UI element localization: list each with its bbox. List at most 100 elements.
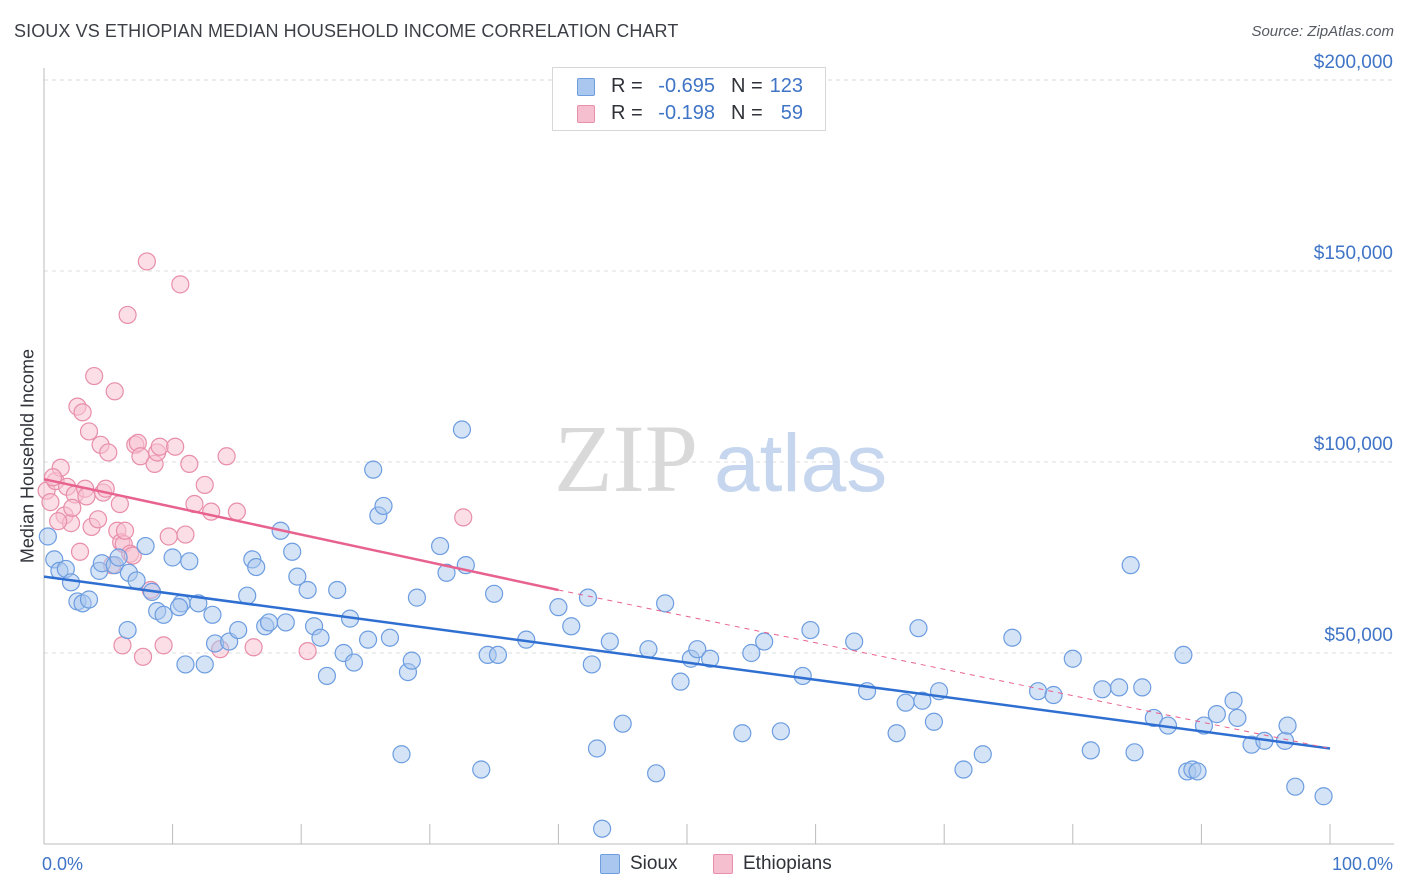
series-legend: Sioux Ethiopians (0, 853, 1406, 877)
sioux-point (1174, 645, 1193, 665)
sioux-point (639, 640, 658, 659)
ethiopians-point (105, 382, 124, 401)
sioux-point (38, 527, 57, 546)
sioux-point (485, 584, 504, 603)
ethiopians-point (118, 305, 137, 325)
sioux-point (1286, 777, 1305, 796)
sioux-point (203, 605, 222, 624)
ethiopians-trend-extension (558, 589, 1331, 749)
correlation-legend: R = -0.695 N = 123 R = -0.198 N = 59 (552, 67, 826, 131)
sioux-point (344, 653, 364, 672)
sioux-point (562, 617, 581, 636)
sioux-point (913, 691, 932, 710)
sioux-point (364, 460, 383, 479)
ethiopians-point (70, 542, 90, 561)
y-tick-label: $50,000 (1324, 625, 1393, 646)
source-label: Source: ZipAtlas.com (1251, 23, 1394, 40)
legend-label-sioux: Sioux (630, 853, 678, 874)
sioux-point (430, 536, 450, 556)
ethiopians-point (180, 454, 199, 474)
legend-swatch-ethiopians (577, 105, 595, 123)
sioux-point (1133, 678, 1152, 697)
sioux-point (195, 655, 214, 674)
sioux-point (909, 619, 928, 638)
sioux-point (380, 628, 400, 647)
sioux-point (1081, 741, 1100, 760)
legend-n-label: N = (731, 102, 763, 124)
sioux-point (407, 588, 427, 607)
sioux-point (613, 714, 632, 733)
sioux-trend-line (43, 575, 1331, 750)
x-tick-label-right: 100.0% (1332, 854, 1393, 874)
sioux-point (79, 590, 99, 609)
sioux-point (845, 632, 864, 651)
sioux-point (656, 594, 675, 613)
ethiopians-point (113, 636, 132, 655)
ethiopians-point (41, 493, 60, 512)
trend-lines (43, 477, 1331, 750)
sioux-point (1188, 762, 1207, 781)
sioux-point (283, 542, 302, 561)
sioux-point (317, 666, 337, 686)
ethiopians-point (133, 647, 153, 666)
sioux-point (771, 722, 790, 741)
sioux-point (701, 649, 720, 668)
ethiopians-point (227, 502, 246, 521)
sioux-point (801, 620, 820, 640)
sioux-point (549, 598, 568, 617)
y-axis-title: Median Household Income (17, 348, 38, 564)
sioux-point (733, 724, 752, 743)
grid-layer (44, 79, 1394, 654)
watermark-zip: ZIP (554, 405, 698, 512)
sioux-point (437, 563, 456, 582)
sioux-point (887, 724, 906, 743)
legend-n-value: 59 (780, 102, 803, 124)
sioux-point (1224, 691, 1243, 710)
sioux-point (328, 580, 347, 600)
ethiopians-point (159, 527, 178, 546)
sioux-point (1314, 787, 1333, 806)
sioux-point (402, 651, 421, 670)
sioux-point (127, 571, 146, 590)
legend-swatch-sioux (600, 854, 620, 874)
y-tick-label: $100,000 (1314, 434, 1393, 455)
sioux-point (1121, 556, 1140, 575)
legend-row-ethiopians: R = -0.198 N = 59 (553, 102, 825, 128)
legend-n-value: 123 (769, 75, 803, 97)
ethiopians-point (195, 475, 214, 495)
legend-r-label: R = (611, 75, 643, 97)
sioux-point (298, 580, 317, 600)
ethiopians-point (137, 252, 156, 271)
sioux-point (169, 598, 189, 617)
sioux-point (755, 632, 774, 651)
ethiopians-point (73, 403, 92, 422)
sioux-point (109, 548, 128, 567)
sioux-point (896, 693, 915, 712)
ethiopians-point (217, 447, 236, 466)
sioux-point (472, 760, 491, 779)
sioux-point (247, 557, 266, 577)
y-tick-label: $150,000 (1314, 243, 1393, 264)
y-tick-label: $200,000 (1314, 52, 1393, 73)
sioux-point (1044, 685, 1063, 705)
sioux-point (1144, 708, 1163, 728)
ethiopians-series (37, 252, 473, 666)
sioux-point (688, 640, 707, 659)
sioux-point (1278, 716, 1297, 735)
sioux-point (1125, 743, 1144, 762)
ethiopians-point (298, 641, 317, 661)
sioux-series (38, 420, 1333, 838)
sioux-point (163, 548, 182, 567)
ethiopians-point (154, 636, 173, 655)
sioux-point (136, 536, 155, 556)
sioux-point (488, 645, 508, 665)
sioux-point (180, 552, 199, 571)
legend-r-value: -0.695 (658, 75, 715, 97)
sioux-point (259, 613, 279, 632)
ethiopians-point (454, 508, 473, 527)
sioux-point (374, 496, 393, 516)
axis-layer (43, 68, 1394, 845)
legend-r-value: -0.198 (658, 102, 715, 124)
sioux-point (582, 655, 601, 674)
